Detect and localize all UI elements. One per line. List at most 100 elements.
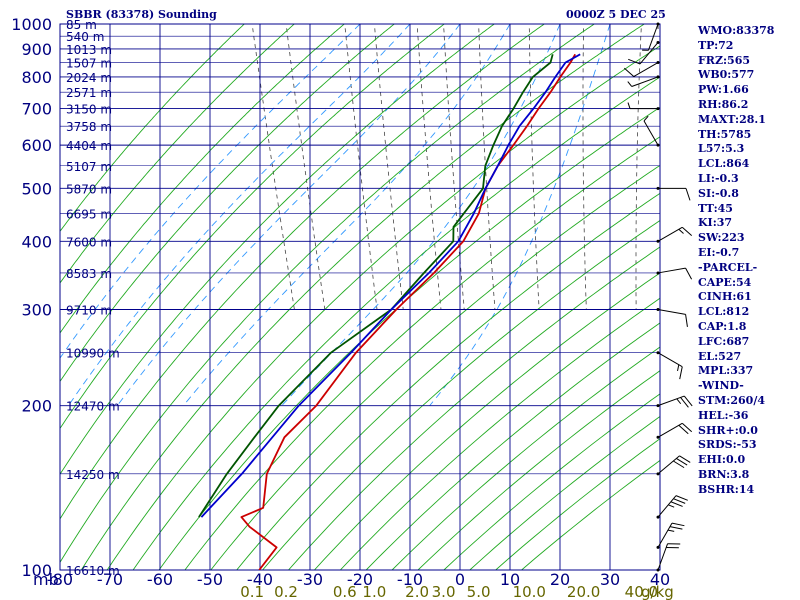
height-label: 12470 m (66, 400, 120, 414)
height-label: 6695 m (66, 207, 112, 221)
pressure-tick-label: 1000 (11, 15, 52, 34)
height-label: 10990 m (66, 347, 120, 361)
pressure-tick-label: 400 (21, 232, 52, 251)
temperature-tick-label: -20 (347, 570, 373, 589)
plot-timestamp: 0000Z 5 DEC 25 (566, 8, 666, 21)
wind-barb (656, 543, 681, 572)
index-item: LFC:687 (698, 334, 750, 348)
height-label: 3150 m (66, 103, 112, 117)
wind-barb (656, 495, 688, 519)
index-item: LCL:812 (698, 305, 750, 319)
height-label: 5107 m (66, 160, 112, 174)
index-item: PW:1.66 (698, 83, 749, 97)
index-item: CAPE:54 (698, 275, 752, 289)
mixing-ratio-label: 0.6 (333, 583, 357, 600)
mixing-ratio-label: 2.0 (405, 583, 429, 600)
index-item: BRN:3.8 (698, 467, 750, 481)
parcel-trace (200, 53, 581, 518)
height-label: 2571 m (66, 86, 112, 100)
height-label: 85 m (66, 18, 97, 32)
dry-adiabat-line (60, 24, 546, 520)
sounding-traces (198, 53, 581, 570)
dry-adiabat-line (60, 24, 295, 284)
index-item: TP:72 (698, 38, 734, 52)
temperature-tick-label: -80 (47, 570, 73, 589)
index-item: MPL:337 (698, 364, 754, 378)
mixing-ratio-label: 20.0 (567, 583, 600, 600)
dry-adiabat-line (210, 164, 660, 570)
mixing-ratio-line (443, 24, 465, 310)
index-item: SRDS:-53 (698, 438, 757, 452)
height-label: 9710 m (66, 303, 112, 317)
height-label: 1507 m (66, 57, 112, 71)
temperature-tick-label: 0 (455, 570, 465, 589)
wind-barbs (623, 22, 693, 572)
pressure-tick-labels: 100 200 300 400 500 600 700 800 900 1000 (11, 15, 52, 580)
temperature-tick-label: -70 (97, 570, 123, 589)
dry-adiabat-line (158, 106, 660, 570)
height-label: 3758 m (66, 120, 112, 134)
pressure-tick-label: 900 (21, 40, 52, 59)
mixing-ratio-line (635, 24, 642, 310)
temperature-tick-label: -50 (197, 570, 223, 589)
index-item: CINH:61 (698, 290, 752, 304)
plot-frame (59, 23, 661, 571)
height-label: 7600 m (66, 235, 112, 249)
wind-barb (656, 267, 693, 280)
dry-adiabat-line (106, 45, 660, 570)
index-item: L57:5.3 (698, 142, 745, 156)
plot-title: SBBR (83378) Sounding (66, 8, 217, 21)
temperature-tick-label: 40 (650, 570, 670, 589)
wind-barb (628, 40, 660, 65)
indices-panel: WMO:83378 TP:72 FRZ:565 WB0:577 PW:1.66 RH:86… (698, 24, 798, 498)
mixing-ratio-line (344, 24, 378, 310)
mixing-ratio-line (251, 24, 295, 310)
mixing-ratio-lines (251, 24, 642, 310)
index-item: SHR+:0.0 (698, 423, 758, 437)
dry-adiabat-line (132, 76, 660, 570)
height-labels: 16610 m 14250 m 12470 m 10990 m 9710 m 8583 m… (66, 18, 120, 578)
wind-barb (656, 351, 683, 380)
dry-adiabat-line (236, 192, 660, 570)
pressure-unit-label: mb (33, 570, 59, 589)
dry-adiabat-line (287, 246, 660, 570)
index-item: BSHR:14 (698, 482, 755, 496)
dry-adiabat-line (391, 346, 660, 570)
mixing-ratio-labels: 0.1 0.2 0.6 1.0 2.0 3.0 5.0 10.0 20.0 40.0g/kg (240, 583, 674, 600)
wind-barb (656, 522, 685, 549)
temperature-tick-label: 10 (500, 570, 520, 589)
height-label: 5870 m (66, 182, 112, 196)
height-label: 2024 m (66, 71, 112, 85)
dry-adiabat-line (60, 24, 345, 334)
index-item: EL:527 (698, 349, 742, 363)
wind-barb (656, 422, 693, 439)
index-item: -PARCEL- (698, 260, 758, 274)
moist-adiabat-line (183, 24, 511, 406)
dewpoint-trace (198, 54, 554, 518)
index-item: LCL:864 (698, 157, 750, 171)
temperature-tick-label: -40 (247, 570, 273, 589)
dry-adiabat-line (184, 136, 660, 570)
mixing-ratio-label: 3.0 (432, 583, 456, 600)
index-item: SW:223 (698, 231, 745, 245)
mixing-ratio-line (416, 24, 442, 310)
mixing-ratio-label: 10.0 (513, 583, 546, 600)
height-label: 16610 m (66, 564, 120, 578)
index-item: WB0:577 (698, 68, 755, 82)
index-item: -WIND- (698, 379, 744, 393)
temperature-tick-label: -30 (297, 570, 323, 589)
mixing-ratio-line (285, 24, 326, 310)
mixing-ratio-label: 40.0 (625, 583, 658, 600)
moist-adiabat-line (116, 24, 461, 406)
index-item: WMO:83378 (698, 24, 775, 37)
wind-barb (627, 102, 660, 111)
dry-adiabats (60, 24, 660, 570)
pressure-tick-label: 600 (21, 136, 52, 155)
pressure-tick-label: 500 (21, 179, 52, 198)
mixing-ratio-line (528, 24, 540, 310)
dry-adiabat-line (365, 322, 660, 570)
pressure-tick-label: 200 (21, 397, 52, 416)
index-item: MAXT:28.1 (698, 112, 766, 126)
wind-barb (656, 226, 693, 243)
